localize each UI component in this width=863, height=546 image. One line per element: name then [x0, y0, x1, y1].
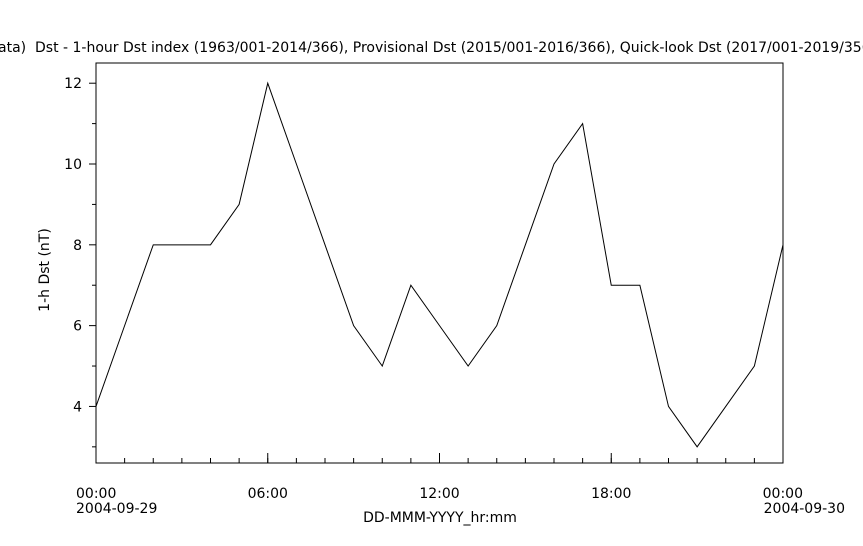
x-tick-label: 18:00 — [591, 486, 631, 502]
y-tick-label: 10 — [64, 157, 82, 173]
y-tick-label: 8 — [73, 238, 82, 254]
y-tick-label: 12 — [64, 76, 82, 92]
x-tick-label: 06:00 — [248, 486, 288, 502]
x-axis-label: DD-MMM-YYYY_hr:mm — [363, 510, 517, 526]
data-line — [95, 81, 784, 448]
y-tick-label: 4 — [73, 399, 82, 415]
x-tick-label: 12:00 — [419, 486, 459, 502]
y-axis-label: 1-h Dst (nT) — [37, 228, 53, 312]
x-tick-label: 00:00 — [763, 486, 803, 502]
x-tick-label: 00:00 — [76, 486, 116, 502]
chart-title: ata) Dst - 1-hour Dst index (1963/001-20… — [0, 40, 863, 56]
y-tick-label: 6 — [73, 319, 82, 335]
start-date: 2004-09-29 — [76, 501, 157, 517]
end-date: 2004-09-30 — [764, 501, 845, 517]
